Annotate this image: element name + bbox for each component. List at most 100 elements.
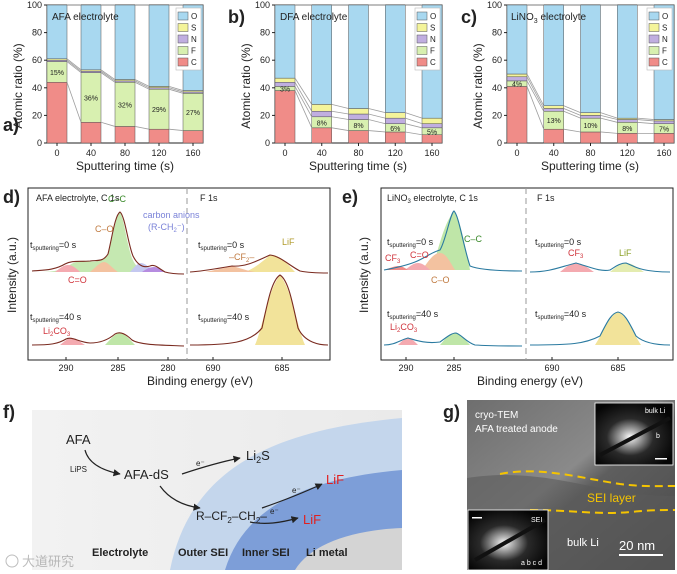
connector-a-F-1	[100, 72, 116, 83]
bar-c-40-S	[543, 105, 564, 109]
connector-c-N-2	[600, 115, 618, 120]
legend-swatch-c-S	[648, 23, 660, 32]
connector-c-C-1	[563, 128, 581, 133]
e-f-tick-label-685: 685	[610, 363, 625, 373]
connector-b-C-3	[405, 131, 423, 136]
tem-sei-boundary-bottom	[529, 509, 676, 514]
bar-b-40-S	[311, 104, 332, 112]
panel-c-letter: c)	[461, 7, 477, 27]
connector-c-S-0	[526, 73, 545, 106]
e-f-tick-label-690: 690	[544, 363, 559, 373]
connector-b-C-0	[294, 90, 313, 128]
legend-label-a-F: F	[191, 47, 196, 56]
e-c1s-envelope-bottom	[383, 332, 523, 347]
d-ceqo-label: C=O	[68, 275, 87, 285]
bar-c-120-C	[617, 133, 638, 144]
tem-saed-inset-top	[594, 402, 674, 466]
e-f1s-cf3-label: CF3	[568, 248, 584, 260]
legend-label-b-O: O	[430, 12, 436, 21]
panel-a: a) Atomic ratio (%) 15% 36% 32% 29% 27% 0 40 8…	[3, 0, 204, 173]
xtick-label-a-160: 160	[185, 148, 200, 158]
e-f1s-envelope-bottom	[529, 311, 671, 346]
bar-c-120-N	[617, 119, 638, 123]
d-cf2-label: –CF2–	[229, 252, 254, 264]
connector-a-N-1	[100, 70, 116, 82]
connector-a-F-2	[134, 81, 150, 90]
tem-cryo-label: cryo-TEM	[475, 410, 518, 421]
connector-b-F-2	[368, 119, 386, 125]
data-label-a-40: 36%	[84, 95, 98, 102]
connector-b-F-0	[294, 86, 313, 117]
panel-c-ylabel: Atomic ratio (%)	[471, 43, 485, 128]
e-c1s40-cc-peak	[440, 333, 470, 345]
ytick-label-c-40: 40	[492, 83, 502, 93]
scheme-li-metal: Li metal	[306, 547, 348, 559]
watermark-text: 大道研究	[22, 554, 74, 569]
connector-a-F-0	[66, 61, 82, 73]
legend-swatch-a-F	[177, 46, 189, 55]
legend-label-c-O: O	[662, 12, 668, 21]
connector-b-C-2	[368, 130, 386, 133]
connector-a-S-1	[100, 69, 116, 80]
connector-b-S-3	[405, 112, 423, 119]
d-f1s40-lif-peak	[255, 275, 305, 345]
d-c1s-title: AFA electrolyte, C 1s	[36, 193, 120, 203]
scheme-e3: e⁻	[270, 507, 279, 516]
bar-c-0-S	[506, 73, 528, 78]
watermark: 大道研究	[5, 554, 74, 569]
bar-c-0-N	[506, 76, 528, 82]
data-label-b-0: 3%	[280, 86, 290, 93]
ytick-label-b-20: 20	[260, 110, 270, 120]
scheme-lif2: LiF	[303, 512, 321, 527]
panel-b-bars: 3% 8% 8% 6% 5%	[274, 4, 443, 144]
scheme-arrow-lif2	[249, 516, 299, 524]
panel-a-letter: a)	[3, 115, 19, 135]
bar-c-80-O	[580, 4, 601, 113]
legend-swatch-b-O	[416, 11, 428, 21]
xtick-label-b-160: 160	[424, 148, 439, 158]
e-c-tick-label-285: 285	[446, 363, 461, 373]
data-label-a-80: 32%	[118, 102, 132, 109]
e-c1s-title: LiNO3 electrolyte, C 1s	[387, 193, 478, 205]
d-f-tick-label-690: 690	[205, 363, 220, 373]
d-f1s-cf2-peak	[205, 266, 255, 272]
connector-c-S-1	[563, 105, 581, 114]
d-f1s-title: F 1s	[200, 193, 218, 203]
connector-b-F-1	[331, 116, 349, 120]
bar-a-120-C	[148, 128, 170, 144]
connector-a-S-2	[134, 79, 150, 87]
bar-a-0-O	[46, 4, 68, 60]
panel-a-ticks: 0 40 80 120 160 0 20 40 60 80 100	[27, 0, 201, 158]
connector-c-F-0	[526, 80, 545, 112]
d-c-tick-label-290: 290	[58, 363, 73, 373]
e-f1s-cf3-peak	[560, 263, 594, 272]
panel-b: b) Atomic ratio (%) 3% 8% 8% 6% 5% 0 40 80 120 1…	[228, 0, 443, 173]
d-f1s-lif-peak	[245, 254, 295, 272]
d-c1s-envelope-top	[31, 211, 185, 275]
panel-c-title: LiNO3 electrolyte	[511, 12, 586, 25]
ytick-label-a-20: 20	[32, 110, 42, 120]
connector-c-N-1	[563, 108, 581, 116]
d-cc-label: C–C	[108, 194, 127, 204]
panel-c: c) Atomic ratio (%) 4% 13% 10% 8% 7% 0 40 80 12…	[461, 0, 675, 173]
bar-b-80-C	[348, 130, 369, 144]
d-t0-label: tsputtering=0 s	[30, 240, 77, 252]
panel-a-xlabel: Sputtering time (s)	[76, 159, 174, 173]
d-c1s-cc-peak	[40, 212, 150, 272]
bar-c-160-N	[653, 120, 675, 124]
scheme-lips: LiPS	[70, 465, 87, 474]
bar-c-40-N	[543, 108, 564, 112]
data-label-c-120: 8%	[622, 126, 632, 133]
legend-swatch-b-F	[416, 46, 428, 55]
xtick-label-a-80: 80	[120, 148, 130, 158]
d-t40-label-f: tsputtering=40 s	[198, 312, 250, 324]
d-c1s-ceqo-peak	[55, 265, 80, 272]
xtick-label-b-0: 0	[282, 148, 287, 158]
ytick-label-c-60: 60	[492, 55, 502, 65]
data-label-b-160: 5%	[427, 129, 437, 136]
bar-b-80-N	[348, 113, 369, 120]
legend-label-b-S: S	[430, 24, 435, 33]
